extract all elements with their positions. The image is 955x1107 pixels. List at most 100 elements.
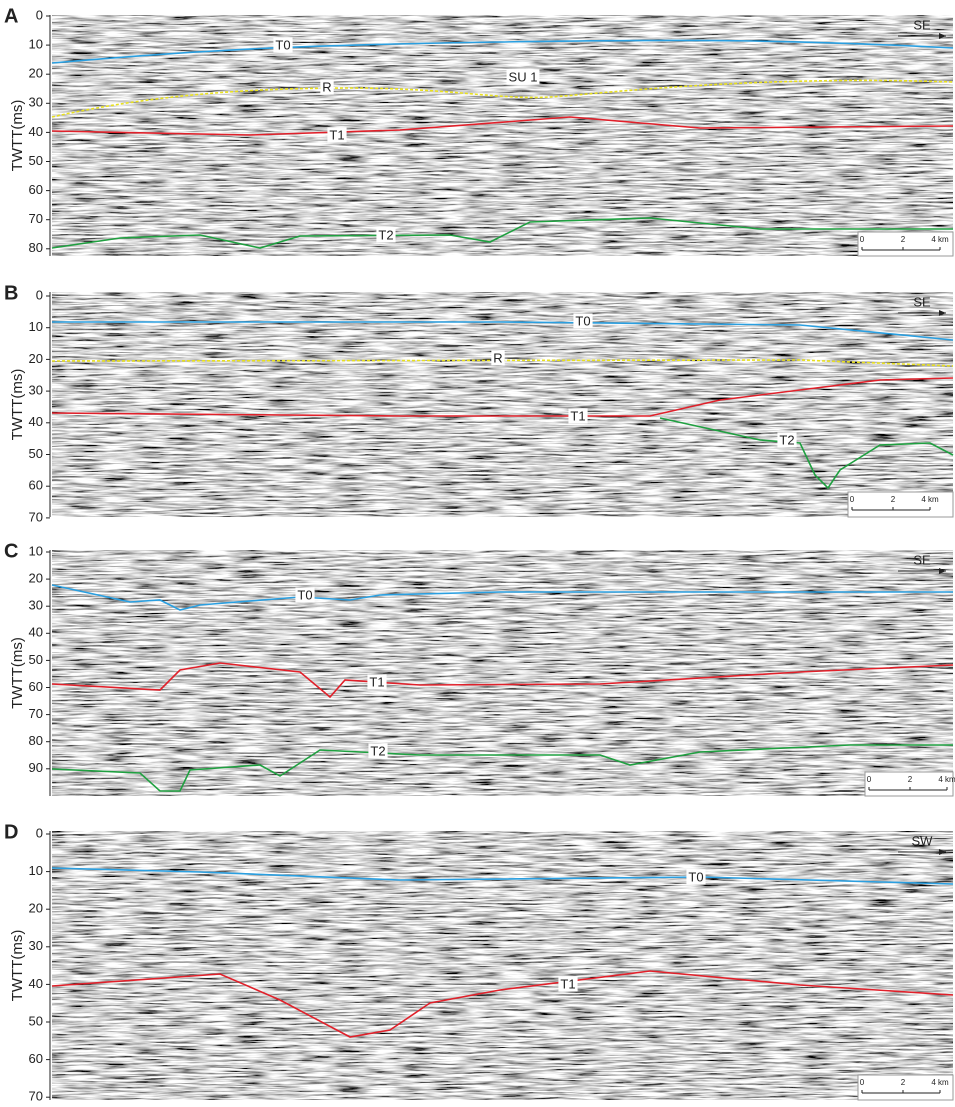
horizon-t0 [51, 867, 954, 885]
direction-label: SE [913, 294, 931, 309]
y-tick-label: 0 [36, 7, 43, 22]
y-tick-label: 10 [29, 37, 43, 52]
horizon-t0 [51, 584, 953, 611]
y-tick-label: 80 [29, 240, 43, 255]
scale-label: 0 [867, 775, 872, 784]
horizon-label: T0 [297, 587, 312, 602]
horizon-label-box [686, 869, 706, 885]
y-tick-label: 60 [29, 182, 43, 197]
y-tick-label: 10 [29, 863, 43, 878]
scale-label: 4 km [938, 775, 955, 784]
y-tick-label: 40 [29, 625, 43, 640]
y-tick-label: 0 [36, 287, 43, 302]
y-tick-label: 50 [29, 652, 43, 667]
y-tick-label: 70 [29, 509, 43, 524]
horizon-label-box [368, 743, 388, 759]
y-tick-label: 10 [29, 319, 43, 334]
y-axis-label: TWTT(ms) [9, 637, 26, 709]
y-tick-label: 60 [29, 679, 43, 694]
horizon-t1 [51, 116, 954, 136]
scale-label: 4 km [931, 235, 949, 244]
y-tick-label: 70 [29, 211, 43, 226]
y-tick-label: 70 [29, 1089, 43, 1104]
y-tick-label: 20 [29, 571, 43, 586]
scale-bar-box [857, 231, 954, 257]
horizon-label-box [367, 674, 387, 690]
horizon-label: SU 1 [509, 69, 538, 84]
horizon-label: T0 [575, 313, 590, 328]
y-tick-label: 40 [29, 414, 43, 429]
horizon-t0 [52, 321, 954, 341]
y-tick-label: 40 [29, 976, 43, 991]
y-tick-label: 60 [29, 1051, 43, 1066]
y-axis-label: TWTT(ms) [9, 930, 26, 1002]
scale-label: 0 [860, 1078, 865, 1087]
scale-label: 2 [891, 495, 896, 504]
seismic-image [52, 15, 953, 256]
panel-label: C [4, 540, 18, 562]
horizon-t0 [51, 39, 954, 64]
horizons [51, 39, 954, 1038]
horizon-r [51, 79, 954, 118]
horizon-t1 [51, 970, 954, 1038]
y-tick-label: 50 [29, 446, 43, 461]
y-tick-label: 20 [29, 66, 43, 81]
horizon-label-box [295, 587, 315, 603]
horizon-label: T1 [329, 127, 344, 142]
direction-label: SE [913, 552, 931, 567]
direction-label: SE [913, 17, 931, 32]
horizon-label-box [327, 127, 347, 143]
horizon-t2 [51, 744, 953, 792]
y-tick-label: 40 [29, 124, 43, 139]
scale-label: 2 [908, 775, 913, 784]
seismic-sections [52, 15, 953, 1100]
horizon-label: T0 [275, 37, 290, 52]
direction-label: SW [912, 833, 934, 848]
y-tick-label: 80 [29, 733, 43, 748]
horizon-label-box [558, 976, 578, 992]
horizon-label: T2 [779, 432, 794, 447]
horizon-label: R [322, 79, 331, 94]
y-tick-label: 30 [29, 383, 43, 398]
horizon-label: T2 [370, 743, 385, 758]
y-tick-label: 10 [29, 543, 43, 558]
horizon-label: T1 [369, 674, 384, 689]
y-tick-label: 60 [29, 478, 43, 493]
scale-label: 4 km [931, 1078, 949, 1087]
y-tick-label: 50 [29, 1013, 43, 1028]
y-tick-label: 20 [29, 901, 43, 916]
seismic-image [52, 292, 953, 517]
seismic-image [52, 550, 953, 796]
panel-label: B [4, 282, 18, 304]
horizon-label: T1 [570, 408, 585, 423]
horizon-label: T1 [560, 976, 575, 991]
horizon-label: R [493, 350, 502, 365]
horizon-t2 [51, 217, 953, 249]
horizon-r [51, 359, 954, 367]
horizon-t1 [51, 662, 954, 699]
y-tick-label: 30 [29, 598, 43, 613]
scale-label: 0 [850, 495, 855, 504]
y-tick-label: 70 [29, 706, 43, 721]
panel-label: A [4, 5, 18, 27]
horizon-label-box [506, 69, 540, 85]
panel-label: D [4, 821, 18, 843]
scale-bar-box [847, 491, 954, 518]
horizon-label-box [568, 408, 588, 424]
y-axis-label: TWTT(ms) [9, 100, 26, 172]
seismic-image [52, 831, 953, 1100]
y-tick-label: 20 [29, 351, 43, 366]
horizon-label-box [273, 37, 293, 53]
y-tick-label: 90 [29, 760, 43, 775]
horizon-label-box [376, 227, 396, 243]
y-tick-label: 30 [29, 938, 43, 953]
horizon-label: T2 [378, 227, 393, 242]
horizon-label-box [777, 432, 797, 448]
horizon-label-box [573, 313, 593, 329]
y-tick-label: 50 [29, 153, 43, 168]
y-axis-label: TWTT(ms) [9, 369, 26, 441]
scale-bar-box [857, 1074, 954, 1101]
